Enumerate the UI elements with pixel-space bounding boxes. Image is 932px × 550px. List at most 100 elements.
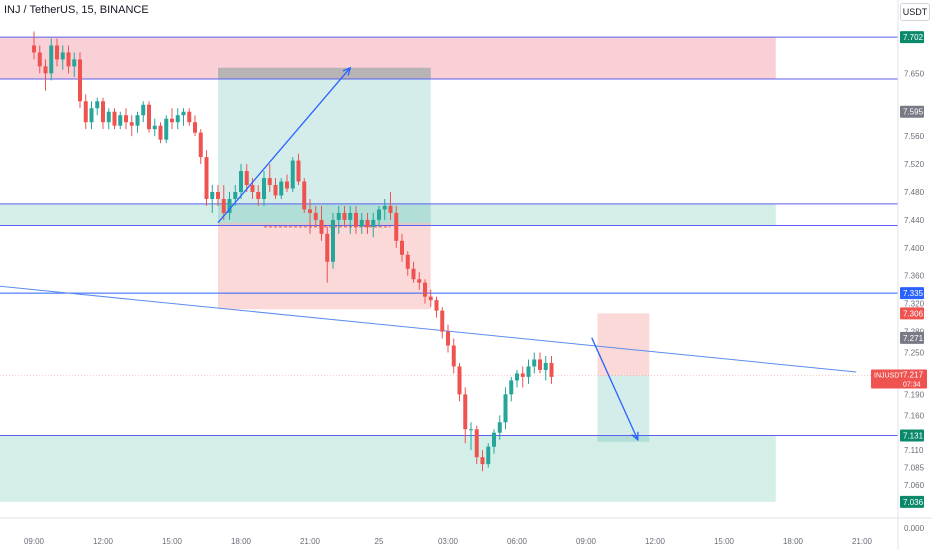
candle bbox=[515, 369, 519, 388]
x-tick-label: 09:00 bbox=[24, 537, 45, 546]
y-tick-label: 0.000 bbox=[904, 524, 925, 533]
currency-button[interactable]: USDT bbox=[900, 3, 930, 21]
candle bbox=[342, 205, 347, 227]
x-tick-label: 21:00 bbox=[300, 537, 321, 546]
candle bbox=[267, 164, 272, 192]
price-label: 7.306 bbox=[903, 309, 924, 318]
candle bbox=[497, 415, 502, 440]
price-label-box bbox=[900, 495, 924, 508]
candle bbox=[509, 376, 514, 402]
x-tick-label: 15:00 bbox=[162, 537, 183, 546]
candle bbox=[244, 164, 249, 192]
price-label-box bbox=[900, 307, 924, 320]
y-tick-label: 7.160 bbox=[904, 411, 925, 420]
candle bbox=[486, 443, 491, 468]
candle bbox=[72, 52, 77, 77]
x-tick-label: 15:00 bbox=[714, 537, 735, 546]
candle bbox=[492, 429, 496, 454]
candle bbox=[43, 59, 48, 91]
candle bbox=[118, 111, 123, 130]
candle bbox=[417, 272, 422, 290]
candle bbox=[204, 150, 209, 206]
y-tick-label: 7.360 bbox=[904, 272, 925, 281]
candle bbox=[428, 289, 433, 308]
candle bbox=[66, 45, 71, 74]
x-tick-label: 18:00 bbox=[231, 537, 252, 546]
candle bbox=[325, 226, 330, 283]
candle bbox=[141, 101, 146, 123]
candle bbox=[469, 422, 473, 451]
candle bbox=[216, 185, 220, 206]
last-price-box bbox=[871, 369, 927, 389]
y-tick-label: 7.440 bbox=[904, 216, 925, 225]
candle bbox=[106, 108, 111, 130]
candle bbox=[37, 45, 42, 74]
candle bbox=[474, 425, 479, 465]
last-price-symbol: INJUSDT bbox=[874, 373, 904, 380]
candle bbox=[503, 387, 508, 430]
price-label: 7.702 bbox=[903, 33, 924, 42]
last-price-value: 7.217 bbox=[903, 371, 924, 380]
candle bbox=[405, 251, 410, 276]
short-position-stop bbox=[597, 313, 650, 376]
x-tick-label: 12:00 bbox=[645, 537, 666, 546]
projection-arrow bbox=[591, 337, 639, 440]
candle bbox=[440, 307, 445, 339]
candle bbox=[463, 387, 468, 444]
candle bbox=[451, 338, 456, 374]
candle bbox=[365, 212, 370, 234]
price-label: 7.595 bbox=[903, 108, 924, 117]
chart-title: INJ / TetherUS, 15, BINANCE bbox=[4, 4, 149, 16]
demand-zone bbox=[0, 435, 776, 502]
candle bbox=[279, 178, 284, 199]
candle bbox=[331, 212, 335, 269]
candle bbox=[543, 355, 548, 381]
candle bbox=[210, 185, 215, 213]
x-tick-label: 21:00 bbox=[852, 537, 873, 546]
price-label: 7.036 bbox=[903, 498, 924, 507]
candle bbox=[388, 191, 393, 220]
y-tick-label: 7.650 bbox=[904, 69, 925, 78]
candle bbox=[181, 108, 186, 126]
candle bbox=[95, 97, 100, 116]
y-tick-label: 7.085 bbox=[904, 464, 925, 473]
price-label-box bbox=[900, 331, 924, 344]
candle bbox=[101, 97, 105, 130]
candle bbox=[60, 45, 65, 70]
candle bbox=[256, 185, 261, 206]
candle bbox=[290, 157, 295, 192]
arrow-head bbox=[342, 66, 352, 76]
candle bbox=[480, 450, 485, 472]
x-tick-label: 06:00 bbox=[507, 537, 528, 546]
candle bbox=[394, 205, 399, 248]
candle bbox=[354, 205, 358, 234]
y-tick-label: 7.190 bbox=[904, 390, 925, 399]
candle bbox=[193, 115, 197, 137]
arrow-head bbox=[631, 431, 639, 442]
candle bbox=[239, 164, 243, 199]
long-position-target bbox=[218, 67, 431, 223]
candle bbox=[526, 359, 531, 384]
candle bbox=[382, 198, 387, 220]
y-tick-label: 7.480 bbox=[904, 188, 925, 197]
candle bbox=[262, 171, 266, 206]
candle bbox=[187, 108, 192, 126]
trendline bbox=[0, 285, 857, 373]
last-price-countdown: 07:34 bbox=[903, 382, 921, 389]
demand-zone bbox=[0, 203, 776, 226]
y-tick-label: 7.400 bbox=[904, 244, 925, 253]
price-label-box bbox=[900, 429, 924, 442]
candle bbox=[348, 205, 353, 234]
candle bbox=[532, 352, 537, 374]
candle bbox=[221, 185, 226, 220]
candle bbox=[302, 178, 307, 213]
x-tick-label: 03:00 bbox=[438, 537, 459, 546]
candle bbox=[308, 198, 312, 234]
candle bbox=[336, 205, 341, 234]
candle bbox=[198, 129, 203, 165]
candle bbox=[313, 205, 318, 227]
candle bbox=[129, 115, 134, 137]
candle bbox=[124, 108, 128, 130]
x-tick-label: 09:00 bbox=[576, 537, 597, 546]
